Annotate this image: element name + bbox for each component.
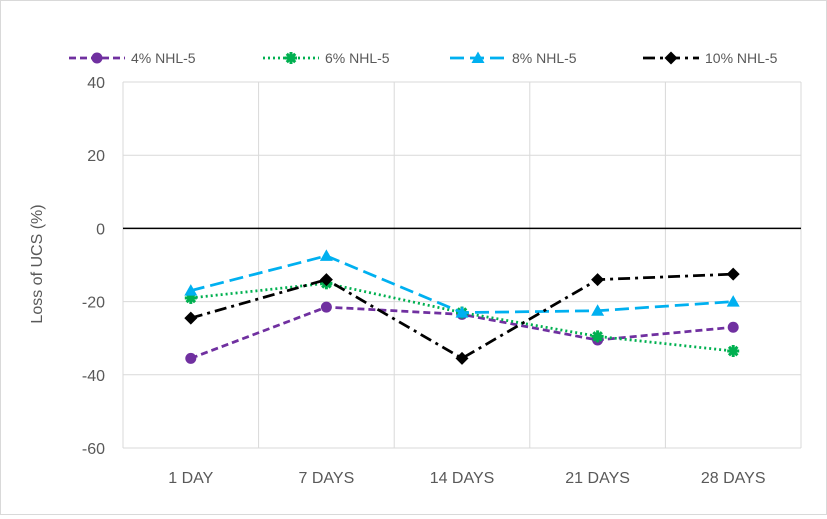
legend: 4% NHL-5 6% NHL-5 8% NHL-5 10% NHL-5 bbox=[69, 50, 778, 66]
data-point bbox=[455, 306, 469, 318]
y-tick-label: -60 bbox=[82, 441, 105, 458]
data-point bbox=[319, 273, 333, 287]
data-point bbox=[591, 330, 604, 343]
y-tick-label: -40 bbox=[82, 368, 105, 385]
data-point bbox=[726, 295, 740, 307]
x-tick-label: 1 DAY bbox=[168, 470, 213, 487]
y-tick-label: 0 bbox=[96, 221, 105, 238]
data-point bbox=[727, 321, 739, 333]
data-point bbox=[726, 267, 740, 281]
legend-marker bbox=[471, 51, 485, 63]
legend-item: 4% NHL-5 bbox=[69, 50, 196, 66]
x-axis-ticks: 1 DAY 7 DAYS 14 DAYS 21 DAYS 28 DAYS bbox=[168, 470, 765, 487]
y-axis-label: Loss of UCS (%) bbox=[29, 204, 46, 323]
legend-marker bbox=[91, 52, 103, 64]
data-point bbox=[184, 311, 198, 325]
x-tick-label: 7 DAYS bbox=[299, 470, 355, 487]
legend-marker bbox=[285, 52, 297, 64]
data-point bbox=[320, 301, 332, 313]
data-point bbox=[591, 273, 605, 287]
legend-label: 10% NHL-5 bbox=[705, 50, 778, 66]
legend-item: 6% NHL-5 bbox=[263, 50, 390, 66]
x-tick-label: 14 DAYS bbox=[430, 470, 495, 487]
series-line bbox=[190, 254, 734, 314]
legend-item: 10% NHL-5 bbox=[643, 50, 778, 66]
legend-label: 6% NHL-5 bbox=[325, 50, 390, 66]
y-axis-ticks: 40 20 0 -20 -40 -60 bbox=[82, 75, 105, 458]
y-tick-label: 20 bbox=[87, 148, 105, 165]
legend-marker bbox=[664, 51, 678, 65]
y-tick-label: 40 bbox=[87, 75, 105, 92]
series-line bbox=[190, 272, 734, 360]
data-point bbox=[319, 249, 333, 261]
data-point bbox=[727, 345, 740, 358]
x-tick-label: 28 DAYS bbox=[701, 470, 766, 487]
data-point bbox=[591, 304, 605, 316]
data-point bbox=[455, 351, 469, 365]
legend-item: 8% NHL-5 bbox=[450, 50, 577, 66]
legend-label: 8% NHL-5 bbox=[512, 50, 577, 66]
y-tick-label: -20 bbox=[82, 295, 105, 312]
series-lines bbox=[184, 249, 740, 365]
data-point bbox=[184, 284, 198, 296]
legend-label: 4% NHL-5 bbox=[131, 50, 196, 66]
gridlines bbox=[122, 81, 802, 449]
x-tick-label: 21 DAYS bbox=[565, 470, 630, 487]
data-point bbox=[185, 352, 197, 364]
